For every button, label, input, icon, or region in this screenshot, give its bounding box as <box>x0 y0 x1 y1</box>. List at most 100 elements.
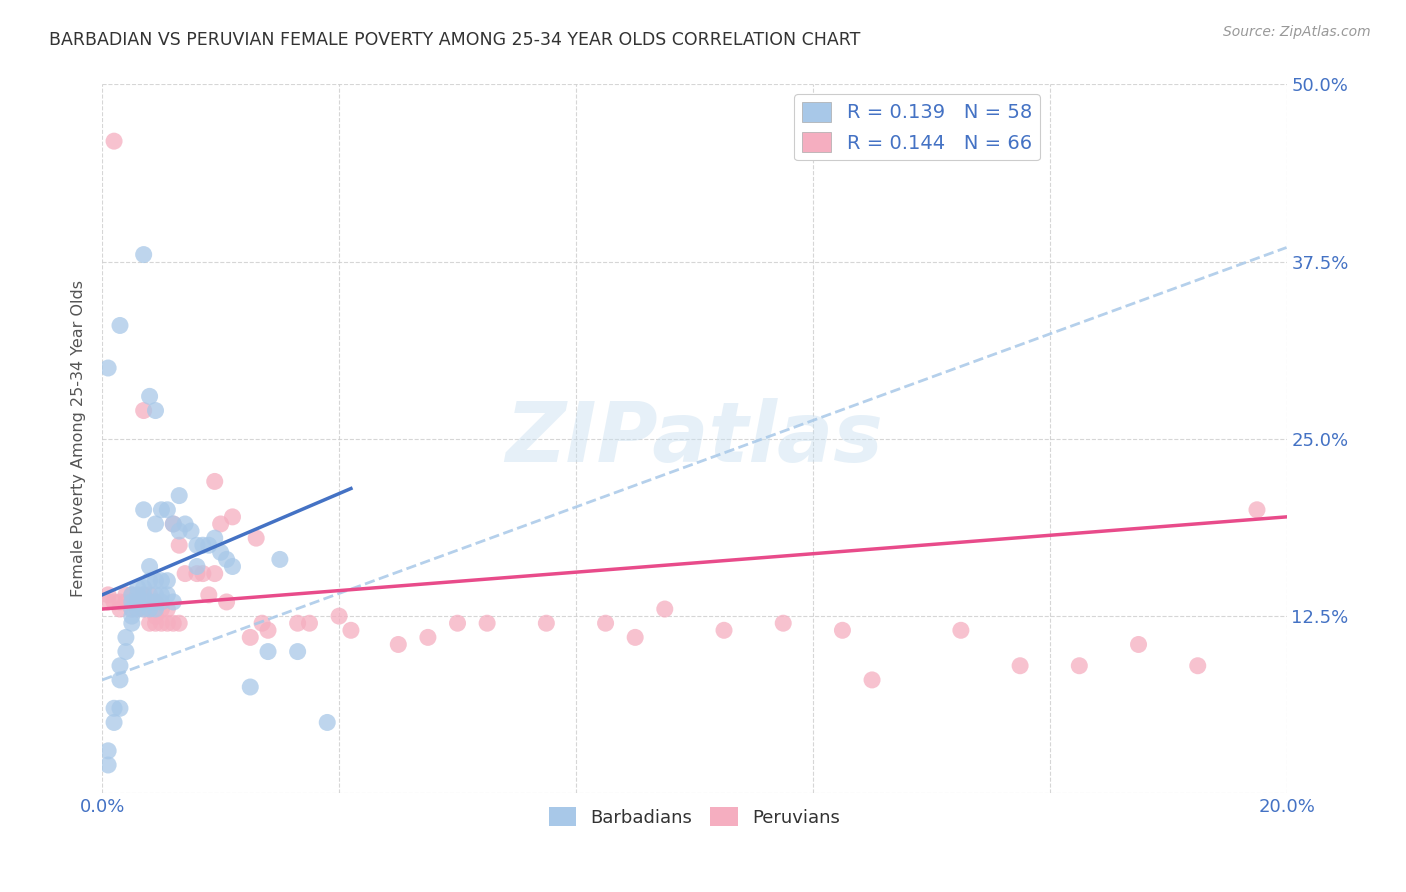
Point <box>215 595 238 609</box>
Point <box>624 631 647 645</box>
Point <box>215 552 238 566</box>
Point <box>156 574 179 588</box>
Y-axis label: Female Poverty Among 25-34 Year Olds: Female Poverty Among 25-34 Year Olds <box>72 280 86 598</box>
Point <box>103 134 125 148</box>
Point <box>138 389 160 403</box>
Point <box>150 616 173 631</box>
Point <box>167 538 190 552</box>
Point <box>145 403 167 417</box>
Point <box>150 602 173 616</box>
Point <box>269 552 291 566</box>
Point <box>156 503 179 517</box>
Point <box>115 595 138 609</box>
Point <box>132 588 155 602</box>
Point <box>121 595 143 609</box>
Point <box>167 524 190 538</box>
Point <box>1069 658 1091 673</box>
Point <box>103 715 125 730</box>
Point <box>127 602 149 616</box>
Point <box>127 581 149 595</box>
Point <box>156 588 179 602</box>
Point <box>257 624 280 638</box>
Point <box>1128 638 1150 652</box>
Point <box>121 609 143 624</box>
Point <box>108 318 131 333</box>
Point <box>132 595 155 609</box>
Point <box>328 609 350 624</box>
Point <box>121 616 143 631</box>
Point <box>132 503 155 517</box>
Point <box>191 566 214 581</box>
Point <box>97 361 120 376</box>
Point <box>156 616 179 631</box>
Point <box>162 616 184 631</box>
Point <box>150 595 173 609</box>
Point <box>132 602 155 616</box>
Point <box>387 638 409 652</box>
Text: ZIPatlas: ZIPatlas <box>506 399 883 479</box>
Point <box>831 624 853 638</box>
Point <box>121 595 143 609</box>
Point <box>287 644 309 658</box>
Point <box>103 701 125 715</box>
Point <box>654 602 676 616</box>
Point <box>145 602 167 616</box>
Point <box>1246 503 1268 517</box>
Point <box>145 595 167 609</box>
Point <box>127 602 149 616</box>
Point <box>162 595 184 609</box>
Point <box>204 531 226 545</box>
Point <box>115 631 138 645</box>
Point <box>250 616 273 631</box>
Point <box>145 574 167 588</box>
Point <box>138 588 160 602</box>
Point <box>340 624 363 638</box>
Point <box>132 602 155 616</box>
Point <box>162 516 184 531</box>
Point <box>97 588 120 602</box>
Point <box>180 524 202 538</box>
Point <box>145 616 167 631</box>
Point <box>115 588 138 602</box>
Point <box>186 538 208 552</box>
Point <box>209 516 232 531</box>
Point <box>138 616 160 631</box>
Point <box>138 602 160 616</box>
Point <box>121 602 143 616</box>
Point <box>97 595 120 609</box>
Point <box>245 531 267 545</box>
Point <box>167 489 190 503</box>
Point <box>145 595 167 609</box>
Point <box>138 602 160 616</box>
Point <box>204 566 226 581</box>
Point <box>772 616 794 631</box>
Point <box>198 538 221 552</box>
Point <box>416 631 439 645</box>
Point <box>186 559 208 574</box>
Point <box>132 595 155 609</box>
Point <box>145 609 167 624</box>
Point <box>162 516 184 531</box>
Point <box>167 616 190 631</box>
Point <box>150 574 173 588</box>
Point <box>132 403 155 417</box>
Point <box>860 673 883 687</box>
Point <box>108 602 131 616</box>
Point <box>121 602 143 616</box>
Legend: Barbadians, Peruvians: Barbadians, Peruvians <box>541 800 846 834</box>
Point <box>132 581 155 595</box>
Point <box>150 588 173 602</box>
Text: BARBADIAN VS PERUVIAN FEMALE POVERTY AMONG 25-34 YEAR OLDS CORRELATION CHART: BARBADIAN VS PERUVIAN FEMALE POVERTY AMO… <box>49 31 860 49</box>
Point <box>138 595 160 609</box>
Point <box>97 758 120 772</box>
Point <box>239 631 262 645</box>
Point <box>108 595 131 609</box>
Point <box>108 658 131 673</box>
Point <box>595 616 617 631</box>
Point <box>108 701 131 715</box>
Text: Source: ZipAtlas.com: Source: ZipAtlas.com <box>1223 25 1371 39</box>
Point <box>209 545 232 559</box>
Point <box>145 516 167 531</box>
Point <box>316 715 339 730</box>
Point <box>191 538 214 552</box>
